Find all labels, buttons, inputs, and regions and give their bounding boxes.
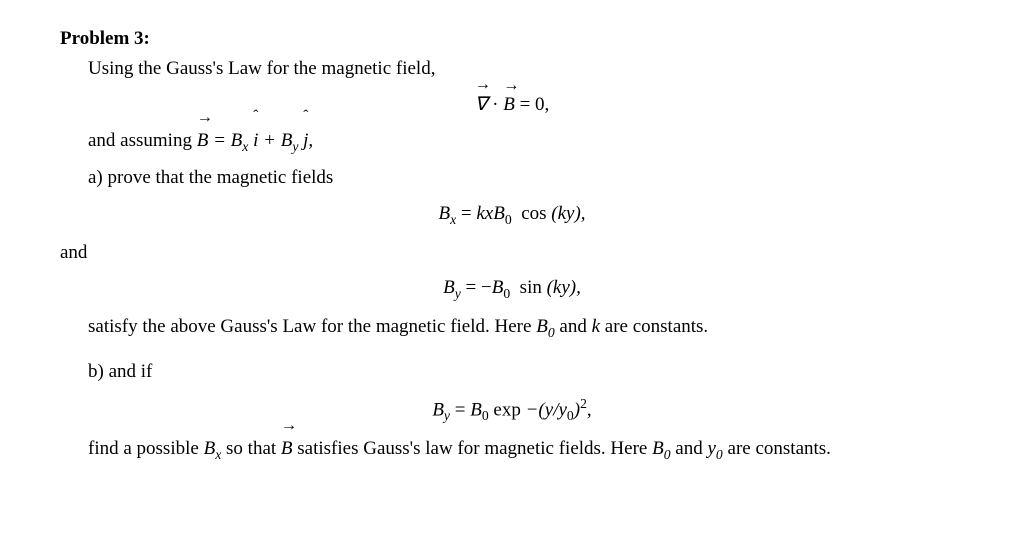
eq-bx: Bx = kxB0 cos (ky), <box>60 203 964 228</box>
satisfy-mid: and <box>555 316 592 337</box>
find-mid3: and <box>671 438 708 459</box>
eq-by-exp: By = B0 exp −(y/y0)2, <box>60 396 964 424</box>
satisfy-suffix: are constants. <box>600 316 708 337</box>
find-suffix: are constants. <box>723 438 831 459</box>
eq-by: By = −B0 sin (ky), <box>60 277 964 302</box>
and-word: and <box>60 238 964 267</box>
problem-label: Problem 3: <box>60 28 964 50</box>
intro-line: Using the Gauss's Law for the magnetic f… <box>88 54 964 83</box>
part-a-line: a) prove that the magnetic fields <box>88 163 964 192</box>
part-b-line: b) and if <box>88 357 964 386</box>
find-mid1: so that <box>221 438 281 459</box>
assume-prefix: and assuming <box>88 130 197 151</box>
problem-page: Problem 3: Using the Gauss's Law for the… <box>0 0 1024 485</box>
assume-line: and assuming →B = Bx ˆi + By ˆj, <box>88 126 964 157</box>
find-mid2: satisfies Gauss's law for magnetic field… <box>293 438 653 459</box>
eq-gauss: →∇ · →B = 0, <box>60 93 964 116</box>
satisfy-line: satisfy the above Gauss's Law for the ma… <box>88 312 964 343</box>
find-line: find a possible Bx so that →B satisfies … <box>88 434 964 465</box>
find-prefix: find a possible <box>88 438 204 459</box>
satisfy-prefix: satisfy the above Gauss's Law for the ma… <box>88 316 536 337</box>
